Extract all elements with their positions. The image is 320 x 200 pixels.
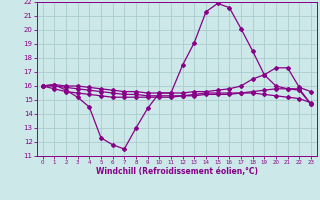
X-axis label: Windchill (Refroidissement éolien,°C): Windchill (Refroidissement éolien,°C) [96, 167, 258, 176]
